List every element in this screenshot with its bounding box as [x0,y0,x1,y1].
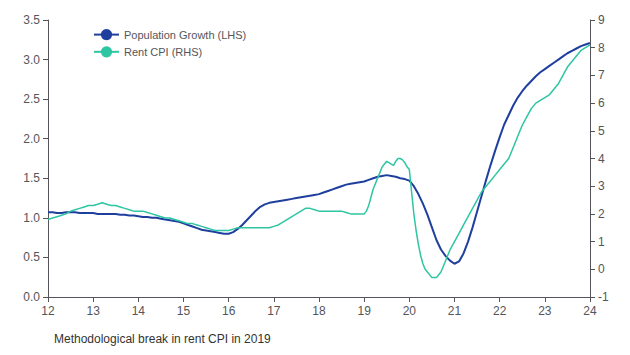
svg-text:15: 15 [177,304,191,318]
svg-text:3: 3 [598,179,605,193]
svg-text:8: 8 [598,41,605,55]
svg-text:5: 5 [598,124,605,138]
svg-text:6: 6 [598,96,605,110]
svg-text:12: 12 [41,304,55,318]
svg-text:20: 20 [403,304,417,318]
svg-text:Population Growth (LHS): Population Growth (LHS) [124,29,246,41]
svg-text:17: 17 [267,304,281,318]
svg-text:2: 2 [598,207,605,221]
svg-text:14: 14 [132,304,146,318]
svg-text:16: 16 [222,304,236,318]
svg-text:18: 18 [312,304,326,318]
svg-text:3.5: 3.5 [23,13,40,27]
svg-text:4: 4 [598,152,605,166]
svg-text:13: 13 [86,304,100,318]
svg-text:0: 0 [598,262,605,276]
svg-text:Rent CPI (RHS): Rent CPI (RHS) [124,46,202,58]
svg-text:2.5: 2.5 [23,92,40,106]
svg-text:-1: -1 [598,290,609,304]
svg-text:21: 21 [448,304,462,318]
svg-text:Methodological break in rent C: Methodological break in rent CPI in 2019 [54,332,271,346]
svg-text:1.5: 1.5 [23,171,40,185]
svg-text:1: 1 [598,235,605,249]
svg-text:24: 24 [583,304,597,318]
svg-text:1.0: 1.0 [23,211,40,225]
svg-text:2.0: 2.0 [23,132,40,146]
svg-text:23: 23 [538,304,552,318]
svg-text:9: 9 [598,13,605,27]
svg-text:22: 22 [493,304,507,318]
svg-text:3.0: 3.0 [23,53,40,67]
svg-text:7: 7 [598,68,605,82]
svg-text:19: 19 [357,304,371,318]
svg-text:0.5: 0.5 [23,250,40,264]
svg-text:0.0: 0.0 [23,290,40,304]
